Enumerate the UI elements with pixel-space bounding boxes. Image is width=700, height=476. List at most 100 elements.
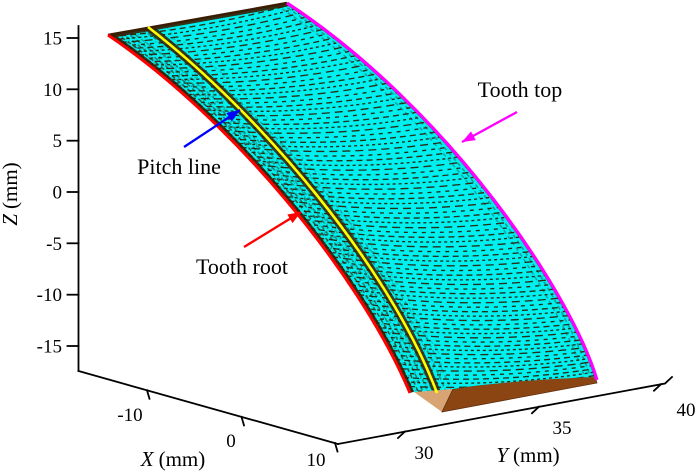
texture-row (200, 96, 404, 113)
tooth-root-label: Tooth root (196, 254, 288, 279)
texture-row (179, 73, 379, 92)
x-tick-label: -10 (117, 405, 142, 426)
texture-row (362, 302, 565, 313)
pitch-line-arrowhead (226, 110, 240, 122)
y-tick-label: 35 (553, 418, 572, 439)
tooth-top-curve (286, 1, 599, 381)
texture-fan-arc (366, 312, 420, 366)
z-tick-label: -15 (37, 337, 62, 358)
texture-fan-arc (342, 276, 412, 346)
texture-row (370, 317, 572, 326)
texture-row (389, 346, 585, 356)
z-axis-tick-labels: 15 10 5 0 -5 -10 -15 (37, 29, 62, 358)
texture-row (359, 298, 563, 308)
texture-row (274, 186, 484, 195)
texture-row (242, 146, 451, 157)
texture-row (270, 181, 480, 190)
texture-row (336, 265, 544, 276)
texture-row (174, 68, 373, 88)
z-tick-label: -10 (37, 285, 62, 306)
texture-row (166, 59, 363, 81)
tooth-flank-surface (107, 1, 599, 394)
texture-row (340, 269, 547, 281)
texture-row (373, 321, 574, 330)
texture-row (170, 63, 368, 84)
tooth-top-arrowhead (462, 131, 476, 142)
texture-fan-arc (324, 248, 394, 318)
tooth-top-label: Tooth top (478, 77, 563, 102)
texture-row (316, 236, 525, 248)
texture-row (114, 8, 296, 41)
tooth-root-curve (107, 33, 412, 394)
texture-fan-arc (260, 163, 330, 233)
x-axis-tick-labels: -10 0 10 (117, 405, 325, 471)
x-axis-label: X (mm) (140, 447, 205, 471)
texture-row (396, 357, 590, 368)
z-tick-label: -5 (46, 234, 62, 255)
texture-row (379, 331, 578, 339)
texture-row (297, 213, 507, 224)
texture-row (323, 246, 531, 258)
texture-row (386, 343, 584, 352)
annotation-tooth-top: Tooth top (461, 77, 563, 144)
top-land-edge-strip (107, 1, 288, 37)
texture-row (161, 54, 358, 77)
texture-fan-arc (350, 284, 404, 338)
texture-row (266, 176, 476, 186)
texture-row (127, 20, 313, 50)
texture-row (209, 106, 414, 121)
texture-row (110, 4, 291, 38)
texture-row (153, 45, 347, 70)
texture-row (217, 116, 423, 130)
texture-row (187, 82, 389, 100)
texture-row (282, 195, 492, 205)
x-axis-ticks (145, 389, 339, 453)
y-axis-line (336, 375, 674, 446)
texture-row (118, 12, 302, 44)
texture-band (120, 32, 424, 393)
texture-row (381, 335, 580, 343)
texture-fan-arc (358, 304, 428, 374)
texture-row (384, 339, 582, 347)
texture-row (305, 222, 515, 234)
texture-row (122, 16, 308, 47)
texture-row (148, 41, 341, 66)
annotation-pitch-line: Pitch line (137, 109, 241, 179)
axes-group: 15 10 5 0 -5 -10 -15 -10 0 10 30 35 40 Z(mm) X (mm)… (0, 25, 696, 471)
texture-row (192, 87, 394, 104)
x-tick (145, 389, 151, 400)
y-axis-ticks (396, 382, 663, 440)
texture-row (333, 260, 541, 272)
texture-row (254, 161, 464, 171)
texture-row (258, 166, 468, 176)
texture-row (326, 251, 535, 262)
texture-row (301, 218, 511, 229)
texture-band (275, 4, 587, 382)
texture-fan-arc (236, 136, 306, 206)
texture-row (376, 326, 576, 335)
tooth-root-arrowhead (287, 212, 301, 224)
texture-row (403, 368, 594, 380)
z-tick-label: 0 (53, 183, 63, 204)
annotations-group: Tooth top Pitch line Tooth root (137, 77, 562, 279)
texture-row (391, 350, 587, 360)
texture-row (312, 232, 522, 243)
pitch-line-label: Pitch line (137, 154, 221, 179)
texture-row (250, 156, 459, 167)
y-axis-label: Y (mm) (496, 443, 559, 467)
texture-fan-arc (212, 110, 282, 180)
z-axis-label: Z(mm) (0, 162, 22, 225)
texture-row (196, 92, 399, 108)
z-tick-label: 10 (43, 80, 62, 101)
texture-row (394, 354, 589, 364)
x-tick-label: 10 (307, 450, 326, 471)
z-tick-label: 5 (53, 131, 63, 152)
texture-row (225, 126, 433, 139)
texture-row (353, 288, 558, 299)
annotation-tooth-root: Tooth root (196, 211, 302, 279)
texture-row (135, 28, 325, 56)
y-tick-label: 30 (415, 443, 434, 464)
texture-row (294, 209, 504, 219)
